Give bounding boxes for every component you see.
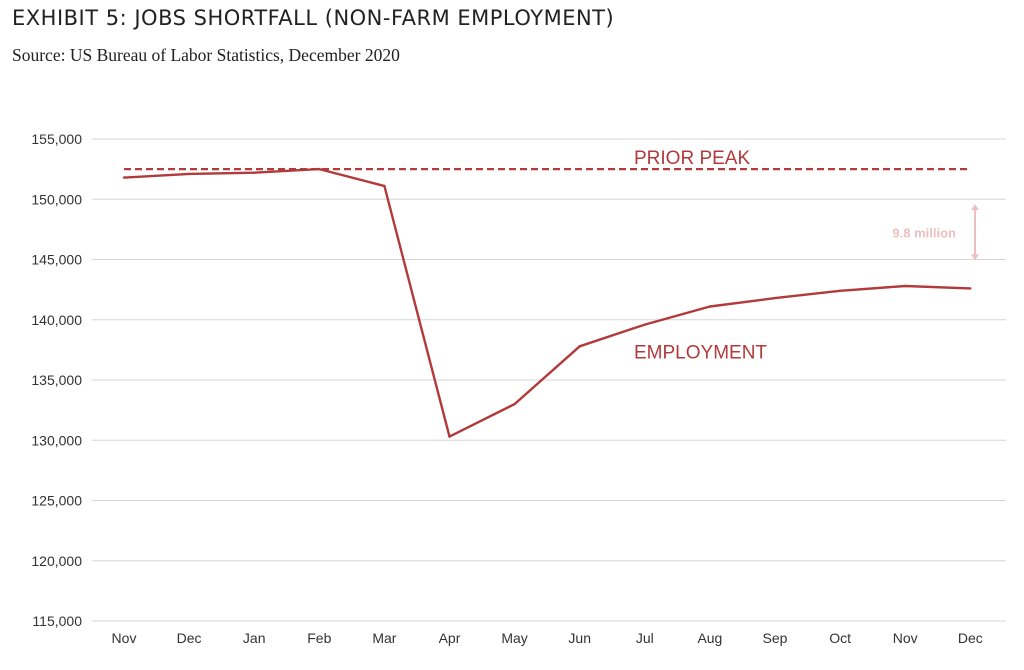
- y-tick-label: 115,000: [32, 613, 82, 629]
- employment-data-point: [122, 176, 126, 179]
- x-tick-label: Jan: [243, 630, 266, 646]
- x-tick-label: Apr: [439, 630, 461, 646]
- employment-data-point: [513, 402, 516, 406]
- x-tick-label: Dec: [177, 630, 202, 646]
- x-tick-label: Nov: [893, 630, 918, 646]
- shortfall-annotation: 9.8 million: [892, 204, 979, 261]
- employment-data-point: [773, 296, 777, 300]
- employment-data-point: [643, 323, 646, 326]
- x-tick-label: Jul: [636, 630, 654, 646]
- y-tick-label: 150,000: [31, 191, 82, 207]
- x-tick-label: May: [501, 630, 527, 646]
- x-tick-label: Jun: [568, 630, 591, 646]
- y-tick-label: 130,000: [31, 432, 82, 448]
- employment-series-label: EMPLOYMENT: [634, 342, 767, 363]
- x-tick-label: Sep: [763, 630, 788, 646]
- x-tick-label: Mar: [372, 630, 396, 646]
- employment-data-point: [969, 287, 972, 290]
- x-tick-label: Aug: [697, 630, 722, 646]
- y-tick-label: 145,000: [31, 252, 82, 268]
- employment-data-point: [904, 284, 907, 288]
- shortfall-arrow-head-top: [971, 204, 979, 211]
- employment-data-point: [253, 171, 256, 174]
- y-tick-label: 125,000: [31, 493, 82, 509]
- x-tick-label: Oct: [829, 630, 851, 646]
- shortfall-arrow-head-bottom: [971, 254, 979, 261]
- employment-data-point: [383, 184, 386, 188]
- x-tick-label: Feb: [307, 630, 331, 646]
- shortfall-label: 9.8 million: [892, 225, 956, 240]
- x-tick-label: Dec: [958, 630, 983, 646]
- x-tick-label: Nov: [112, 630, 137, 646]
- grid-lines: [92, 138, 1006, 622]
- prior-peak-label: PRIOR PEAK: [634, 148, 750, 169]
- employment-series-line: [123, 167, 971, 438]
- employment-data-point: [318, 167, 321, 171]
- y-tick-label: 135,000: [31, 372, 82, 388]
- y-tick-label: 140,000: [31, 312, 82, 328]
- y-tick-label: 155,000: [31, 131, 82, 147]
- y-axis-tick-labels: 115,000 120,000 125,000 130,000 135,000 140,0…: [31, 131, 82, 629]
- employment-data-point: [448, 435, 451, 438]
- y-tick-label: 120,000: [31, 553, 82, 569]
- employment-data-point: [708, 305, 712, 308]
- chart-subtitle: Source: US Bureau of Labor Statistics, D…: [12, 45, 400, 65]
- employment-data-point: [578, 345, 581, 348]
- employment-data-point: [838, 289, 842, 293]
- x-axis-tick-labels: Nov Dec Jan Feb Mar Apr May Jun Jul Aug Sep Oct Nov D…: [112, 630, 983, 646]
- employment-data-point: [187, 172, 191, 176]
- chart-title: EXHIBIT 5: JOBS SHORTFALL (NON-FARM EMPL…: [12, 6, 615, 30]
- employment-data-points: [122, 167, 972, 438]
